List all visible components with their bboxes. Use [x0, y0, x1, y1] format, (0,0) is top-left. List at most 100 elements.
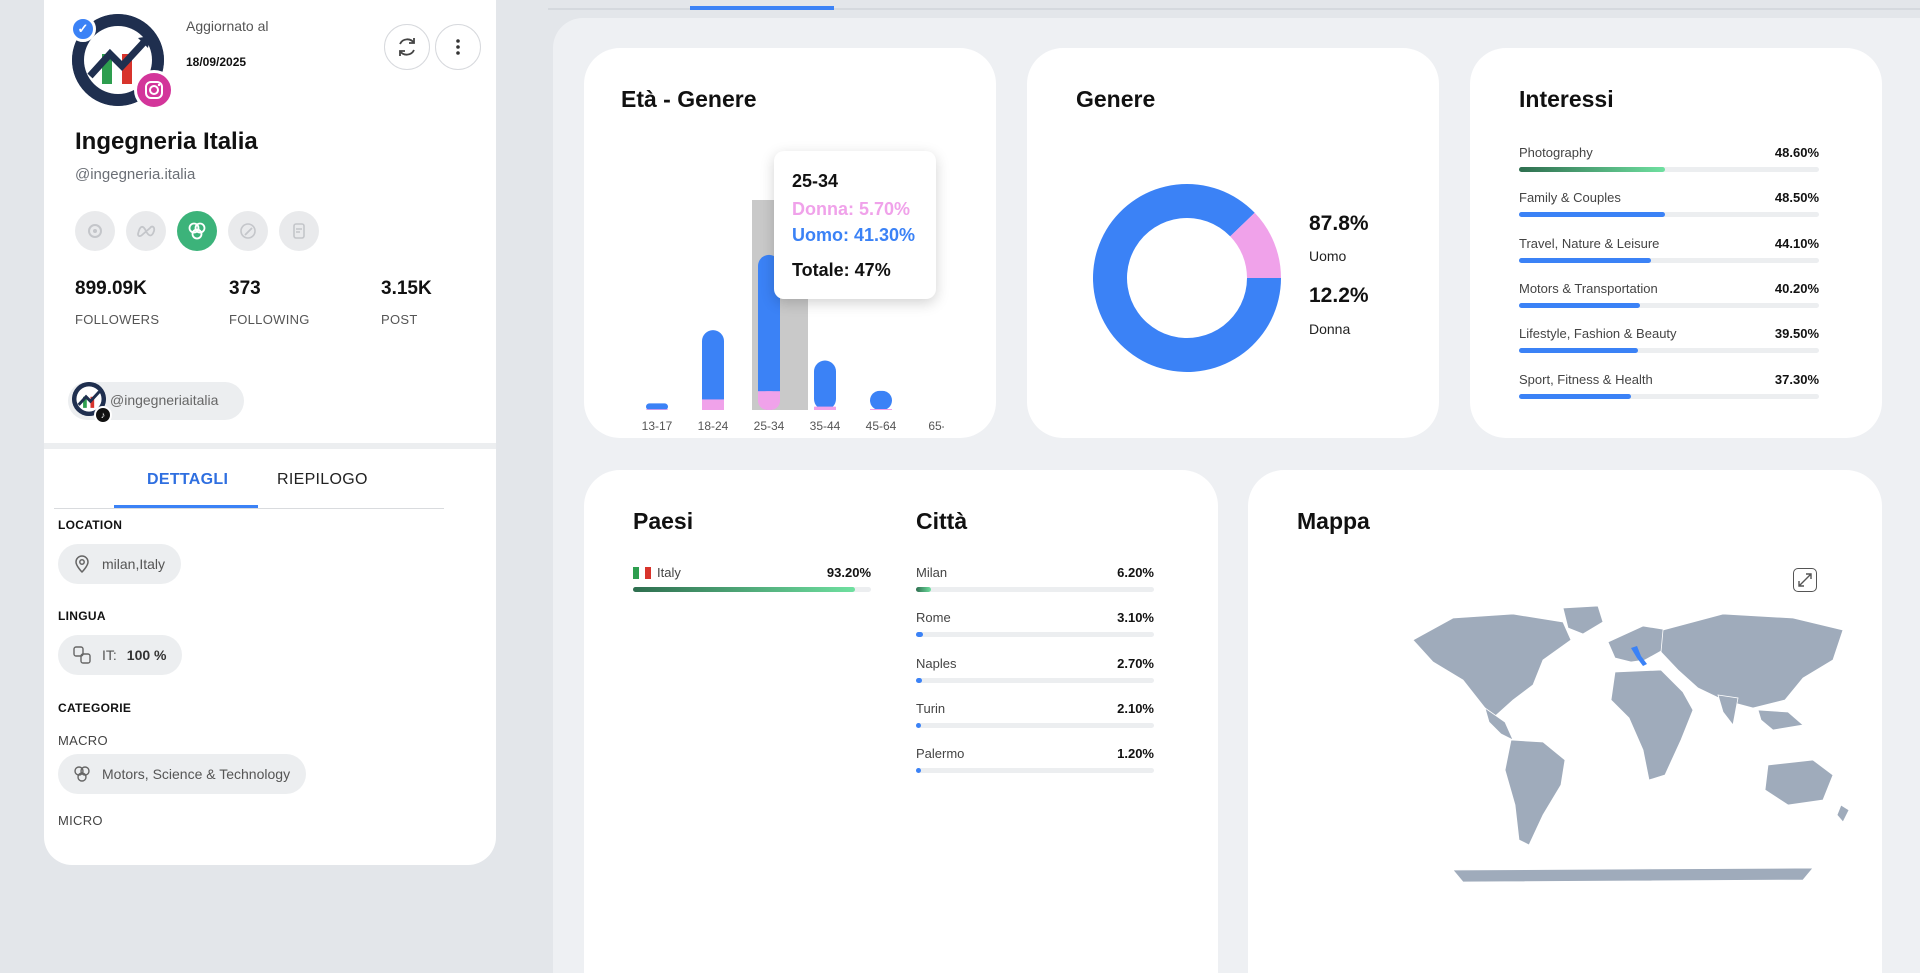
bar-uomo-13-17[interactable]	[646, 403, 668, 410]
profile-handle: @ingegneria.italia	[75, 166, 196, 183]
platform-engagement-button[interactable]	[177, 211, 217, 251]
city-label-text: Palermo	[916, 746, 965, 762]
map-region-italy-highlight[interactable]	[1631, 646, 1647, 666]
geography-card: Paesi Città Italy 93.20% Milan 6.20% Rome 3.…	[584, 470, 1218, 973]
language-chip: IT: 100 %	[58, 635, 183, 675]
interest-track	[1519, 302, 1819, 308]
map-region-india[interactable]	[1717, 694, 1739, 726]
interest-fill	[1519, 302, 1640, 308]
interest-label: Family & Couples	[1519, 190, 1621, 205]
interest-fill	[1519, 167, 1665, 172]
gender-donut-chart	[1093, 184, 1281, 372]
interest-label-text: Travel, Nature & Leisure	[1519, 235, 1660, 251]
location-value: milan,Italy	[102, 556, 166, 572]
country-track	[633, 587, 871, 592]
pencil-icon	[240, 223, 256, 239]
linked-handle: @ingegneriaitalia	[110, 392, 219, 408]
tooltip-title: 25-34	[792, 171, 839, 191]
bar-donna-cap-25-34	[758, 391, 780, 403]
refresh-button[interactable]	[384, 24, 430, 70]
interest-value: 44.10%	[1774, 235, 1819, 251]
stat-following: 373 FOLLOWING	[229, 278, 310, 327]
expand-map-button[interactable]	[1793, 568, 1817, 592]
interest-track	[1519, 167, 1819, 172]
platform-threads-button[interactable]	[75, 211, 115, 251]
donut-slice-donna[interactable]	[1230, 212, 1281, 278]
interest-value: 40.20%	[1774, 280, 1819, 296]
gender-title: Genere	[1076, 86, 1156, 112]
platform-icons	[75, 211, 319, 251]
city-label: Milan	[916, 565, 947, 580]
city-track	[916, 768, 1154, 774]
tab-details[interactable]: DETTAGLI	[147, 471, 229, 488]
country-fill	[633, 587, 855, 592]
map-region-europe[interactable]	[1607, 625, 1669, 663]
map-region-south-america[interactable]	[1504, 739, 1566, 846]
platform-report-button[interactable]	[279, 211, 319, 251]
map-region-africa[interactable]	[1610, 669, 1694, 781]
interest-label-text: Family & Couples	[1519, 190, 1621, 206]
age-gender-card: Età - Genere 13-17 18-24 25-34 35-44 45-64 65…	[584, 48, 996, 438]
interest-label-text: Lifestyle, Fashion & Beauty	[1519, 326, 1677, 342]
legend-uomo-value: 87.8%	[1309, 212, 1369, 235]
age-gender-title: Età - Genere	[621, 86, 757, 112]
donut-slice-uomo[interactable]	[1093, 184, 1281, 372]
city-track	[916, 722, 1154, 728]
world-map[interactable]	[1393, 600, 1853, 885]
city-value: 3.10%	[1117, 610, 1154, 626]
profile-name: Ingegneria Italia	[75, 128, 258, 155]
platform-edit-button[interactable]	[228, 211, 268, 251]
map-region-central-america[interactable]	[1484, 707, 1514, 741]
country-label-text: Italy	[657, 565, 681, 580]
instagram-icon	[134, 70, 174, 110]
linked-account-chip[interactable]: ♪ @ingegneriaitalia	[68, 382, 244, 424]
more-vertical-icon	[456, 39, 460, 55]
stat-value: 373	[229, 278, 261, 299]
interest-fill	[1519, 257, 1652, 263]
map-region-australia[interactable]	[1764, 759, 1834, 806]
city-label-text: Turin	[916, 700, 946, 716]
gender-card: Genere 87.8% Uomo 12.2% Donna	[1027, 48, 1439, 438]
refresh-icon	[399, 38, 415, 56]
city-fill	[916, 587, 931, 592]
map-region-asia[interactable]	[1660, 613, 1844, 709]
location-chip: milan,Italy	[58, 544, 182, 584]
bar-donna-cap-45-64	[870, 409, 892, 410]
tooltip-uomo: Uomo: 41.30%	[792, 225, 916, 245]
interest-track	[1519, 348, 1819, 354]
countries-title: Paesi	[633, 508, 694, 534]
bar-uomo-45-64[interactable]	[870, 390, 892, 410]
city-fill	[916, 768, 921, 774]
tooltip-totale: Totale: 47%	[792, 260, 891, 280]
map-region-north-america[interactable]	[1412, 613, 1572, 719]
top-tab-line	[548, 8, 1920, 10]
more-options-button[interactable]	[435, 24, 481, 70]
map-region-southeast-asia[interactable]	[1757, 709, 1804, 731]
divider	[44, 443, 496, 449]
updated-label: Aggiornato al	[186, 18, 269, 34]
language-value: 100 %	[126, 647, 167, 663]
map-region-new-zealand[interactable]	[1836, 804, 1850, 823]
macro-category-chip: Motors, Science & Technology	[58, 754, 307, 794]
translate-icon	[73, 646, 91, 664]
interests-title: Interessi	[1519, 86, 1614, 112]
map-region-greenland[interactable]	[1562, 605, 1604, 635]
legend-donna-label: Donna	[1309, 321, 1351, 337]
location-pin-icon	[75, 555, 89, 574]
bar-uomo-18-24[interactable]	[702, 330, 724, 410]
circles-icon	[74, 766, 90, 782]
tooltip-donna: Donna: 5.70%	[792, 199, 911, 219]
bar-donna-cap-13-17	[646, 409, 668, 410]
map-region-antarctica[interactable]	[1452, 867, 1814, 883]
interest-fill	[1519, 393, 1631, 399]
city-label-text: Naples	[916, 655, 957, 671]
city-label: Turin	[916, 701, 945, 716]
city-value: 1.20%	[1117, 746, 1154, 762]
tab-summary[interactable]: RIEPILOGO	[277, 471, 368, 488]
interest-fill	[1519, 212, 1665, 218]
legend-uomo-label: Uomo	[1309, 248, 1347, 264]
platform-meta-button[interactable]	[126, 211, 166, 251]
bar-uomo-35-44[interactable]	[814, 360, 836, 411]
interest-value: 48.60%	[1774, 145, 1819, 160]
interest-value: 37.30%	[1774, 371, 1819, 387]
